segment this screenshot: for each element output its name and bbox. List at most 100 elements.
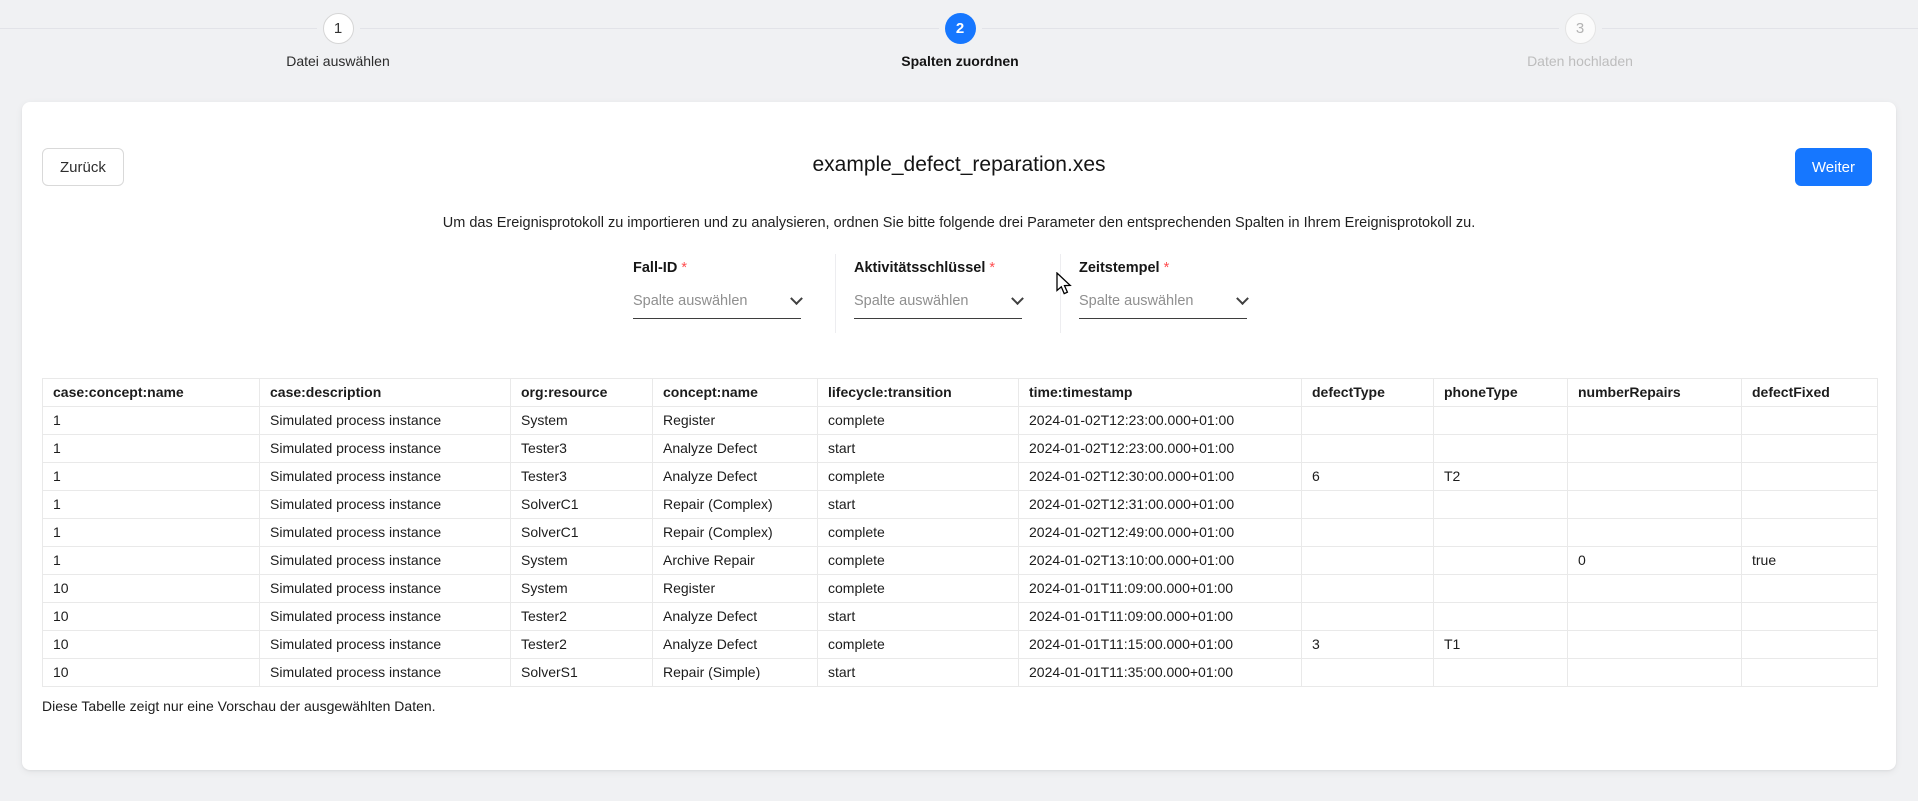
table-cell: 3	[1301, 630, 1434, 659]
column-header: concept:name	[652, 378, 818, 407]
table-cell: Tester3	[510, 462, 653, 491]
activity-key-field-group: Aktivitätsschlüssel * Spalte auswählen	[835, 254, 1060, 333]
table-cell: 2024-01-01T11:09:00.000+01:00	[1018, 574, 1302, 603]
step-spalten-zuordnen[interactable]: 2 Spalten zuordnen	[840, 13, 1080, 69]
table-cell: System	[510, 574, 653, 603]
table-cell	[1301, 490, 1434, 519]
file-title: example_defect_reparation.xes	[812, 153, 1106, 176]
activity-key-select[interactable]: Spalte auswählen	[854, 291, 1024, 319]
table-cell: Simulated process instance	[259, 658, 511, 687]
table-cell	[1741, 490, 1878, 519]
table-cell: 1	[42, 462, 260, 491]
table-cell: SolverS1	[510, 658, 653, 687]
table-cell: T2	[1433, 462, 1568, 491]
timestamp-label: Zeitstempel *	[1079, 260, 1247, 276]
table-cell: 2024-01-02T12:31:00.000+01:00	[1018, 490, 1302, 519]
table-cell: SolverC1	[510, 518, 653, 547]
table-cell: T1	[1433, 630, 1568, 659]
step-3-circle: 3	[1564, 13, 1596, 44]
table-cell	[1741, 630, 1878, 659]
table-cell: Analyze Defect	[652, 602, 818, 631]
table-row: 10 Simulated process instance Tester2 Analy…	[42, 630, 1878, 659]
column-header: time:timestamp	[1018, 378, 1302, 407]
table-cell	[1567, 406, 1742, 435]
table-cell: 1	[42, 434, 260, 463]
table-cell: Repair (Simple)	[652, 658, 818, 687]
table-cell: 1	[42, 546, 260, 575]
table-cell: 1	[42, 406, 260, 435]
column-header: numberRepairs	[1567, 378, 1742, 407]
mouse-cursor-icon	[1056, 272, 1072, 295]
table-cell: SolverC1	[510, 490, 653, 519]
table-cell	[1301, 546, 1434, 575]
back-button[interactable]: Zurück	[42, 148, 124, 186]
table-cell: complete	[817, 574, 1019, 603]
column-header: org:resource	[510, 378, 653, 407]
table-cell: 2024-01-02T12:23:00.000+01:00	[1018, 406, 1302, 435]
table-cell	[1433, 602, 1568, 631]
table-cell: 2024-01-02T12:30:00.000+01:00	[1018, 462, 1302, 491]
table-row: 1 Simulated process instance SolverC1 Repai…	[42, 490, 1878, 519]
table-cell: complete	[817, 546, 1019, 575]
table-cell: 2024-01-02T13:10:00.000+01:00	[1018, 546, 1302, 575]
table-cell	[1433, 434, 1568, 463]
table-cell: Analyze Defect	[652, 462, 818, 491]
required-asterisk: *	[681, 260, 687, 276]
table-cell: Tester2	[510, 602, 653, 631]
table-row: 1 Simulated process instance Tester3 Analyz…	[42, 434, 1878, 463]
table-cell: Register	[652, 406, 818, 435]
table-cell: complete	[817, 406, 1019, 435]
table-cell: start	[817, 602, 1019, 631]
step-datei-auswaehlen[interactable]: 1 Datei auswählen	[218, 13, 458, 69]
table-row: 1 Simulated process instance System Archive…	[42, 546, 1878, 575]
table-cell: start	[817, 434, 1019, 463]
preview-table: case:concept:name case:description org:res…	[42, 378, 1878, 687]
case-id-label: Fall-ID *	[633, 260, 801, 276]
table-cell	[1301, 658, 1434, 687]
table-cell: 2024-01-01T11:15:00.000+01:00	[1018, 630, 1302, 659]
timestamp-select-placeholder: Spalte auswählen	[1079, 293, 1194, 309]
table-cell: complete	[817, 630, 1019, 659]
import-stepper: 1 Datei auswählen 2 Spalten zuordnen 3 D…	[0, 0, 1918, 75]
column-mapping-card: Zurück example_defect_reparation.xes Wei…	[22, 102, 1896, 770]
table-head: case:concept:name case:description org:res…	[42, 378, 1878, 407]
step-1-label: Datei auswählen	[286, 53, 390, 69]
table-cell: Analyze Defect	[652, 434, 818, 463]
table-cell: 2024-01-02T12:49:00.000+01:00	[1018, 518, 1302, 547]
timestamp-label-text: Zeitstempel	[1079, 260, 1160, 276]
table-cell: 10	[42, 630, 260, 659]
table-cell: 10	[42, 602, 260, 631]
table-cell	[1433, 658, 1568, 687]
table-cell	[1567, 518, 1742, 547]
column-header: case:description	[259, 378, 511, 407]
table-cell: 2024-01-01T11:35:00.000+01:00	[1018, 658, 1302, 687]
column-header: case:concept:name	[42, 378, 260, 407]
table-cell: Tester2	[510, 630, 653, 659]
table-cell: Simulated process instance	[259, 490, 511, 519]
table-cell	[1741, 406, 1878, 435]
table-cell	[1567, 434, 1742, 463]
header-row: case:concept:name case:description org:res…	[42, 378, 1878, 407]
table-cell: Simulated process instance	[259, 574, 511, 603]
next-button[interactable]: Weiter	[1794, 148, 1872, 186]
table-cell	[1567, 602, 1742, 631]
table-cell: Repair (Complex)	[652, 490, 818, 519]
table-cell: 10	[42, 658, 260, 687]
table-row: 1 Simulated process instance System Registe…	[42, 406, 1878, 435]
chevron-down-icon	[1236, 291, 1249, 305]
table-cell	[1433, 406, 1568, 435]
column-header: lifecycle:transition	[817, 378, 1019, 407]
table-body: 1 Simulated process instance System Registe…	[42, 406, 1878, 687]
column-header: defectType	[1301, 378, 1434, 407]
table-cell	[1301, 602, 1434, 631]
table-cell	[1567, 462, 1742, 491]
activity-key-select-placeholder: Spalte auswählen	[854, 293, 969, 309]
timestamp-select[interactable]: Spalte auswählen	[1079, 291, 1249, 319]
table-cell: Repair (Complex)	[652, 518, 818, 547]
table-cell: 2024-01-02T12:23:00.000+01:00	[1018, 434, 1302, 463]
table-cell: System	[510, 406, 653, 435]
case-id-select[interactable]: Spalte auswählen	[633, 291, 803, 319]
table-cell	[1741, 602, 1878, 631]
table-row: 10 Simulated process instance System Regist…	[42, 574, 1878, 603]
table-cell: complete	[817, 462, 1019, 491]
